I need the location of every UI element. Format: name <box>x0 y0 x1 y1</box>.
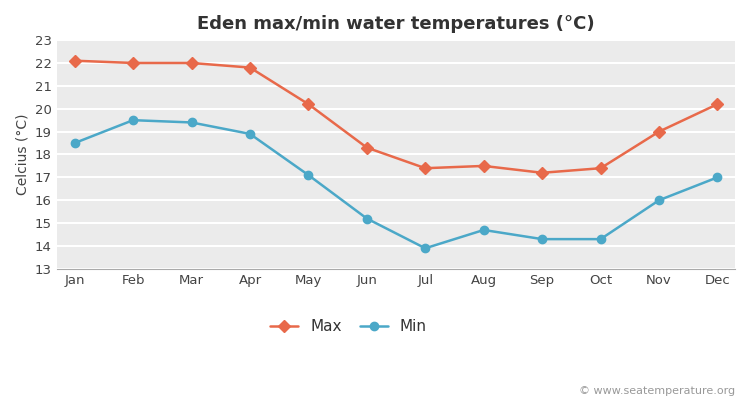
Title: Eden max/min water temperatures (°C): Eden max/min water temperatures (°C) <box>197 15 595 33</box>
Min <box>479 228 488 232</box>
Max <box>362 145 371 150</box>
Text: © www.seatemperature.org: © www.seatemperature.org <box>579 386 735 396</box>
Min <box>187 120 196 125</box>
Max <box>187 60 196 65</box>
Max <box>713 102 722 106</box>
Max <box>596 166 605 171</box>
Max <box>70 58 80 63</box>
Min <box>596 237 605 242</box>
Max <box>304 102 313 106</box>
Max <box>538 170 547 175</box>
Min <box>362 216 371 221</box>
Min <box>538 237 547 242</box>
Min <box>655 198 664 203</box>
Max <box>245 65 254 70</box>
Line: Max: Max <box>70 56 722 177</box>
Max <box>479 164 488 168</box>
Legend: Max, Min: Max, Min <box>264 313 433 340</box>
Max <box>128 60 137 65</box>
Min <box>245 132 254 136</box>
Max <box>421 166 430 171</box>
Line: Min: Min <box>70 116 722 252</box>
Min <box>304 173 313 178</box>
Min <box>713 175 722 180</box>
Y-axis label: Celcius (°C): Celcius (°C) <box>15 114 29 195</box>
Min <box>421 246 430 251</box>
Min <box>128 118 137 122</box>
Max <box>655 129 664 134</box>
Min <box>70 141 80 146</box>
